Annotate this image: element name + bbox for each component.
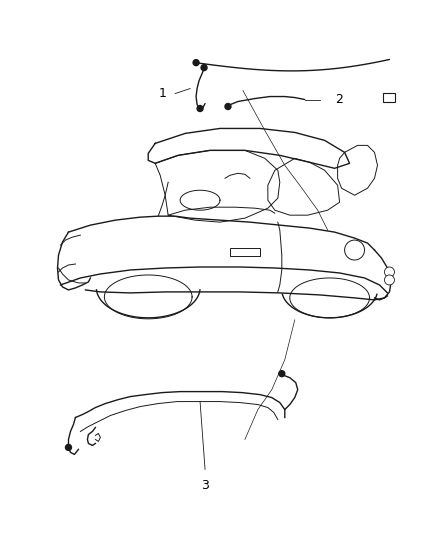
Circle shape (345, 240, 364, 260)
Circle shape (197, 106, 203, 111)
Circle shape (385, 275, 395, 285)
Text: 2: 2 (335, 93, 343, 106)
Circle shape (225, 103, 231, 109)
Circle shape (201, 64, 207, 71)
Text: 1: 1 (158, 87, 166, 100)
Circle shape (193, 60, 199, 66)
Bar (230, 248, 260, 256)
Circle shape (66, 445, 71, 450)
Circle shape (279, 370, 285, 377)
Circle shape (385, 267, 395, 277)
Text: 3: 3 (201, 479, 209, 492)
Bar (384, 93, 396, 102)
